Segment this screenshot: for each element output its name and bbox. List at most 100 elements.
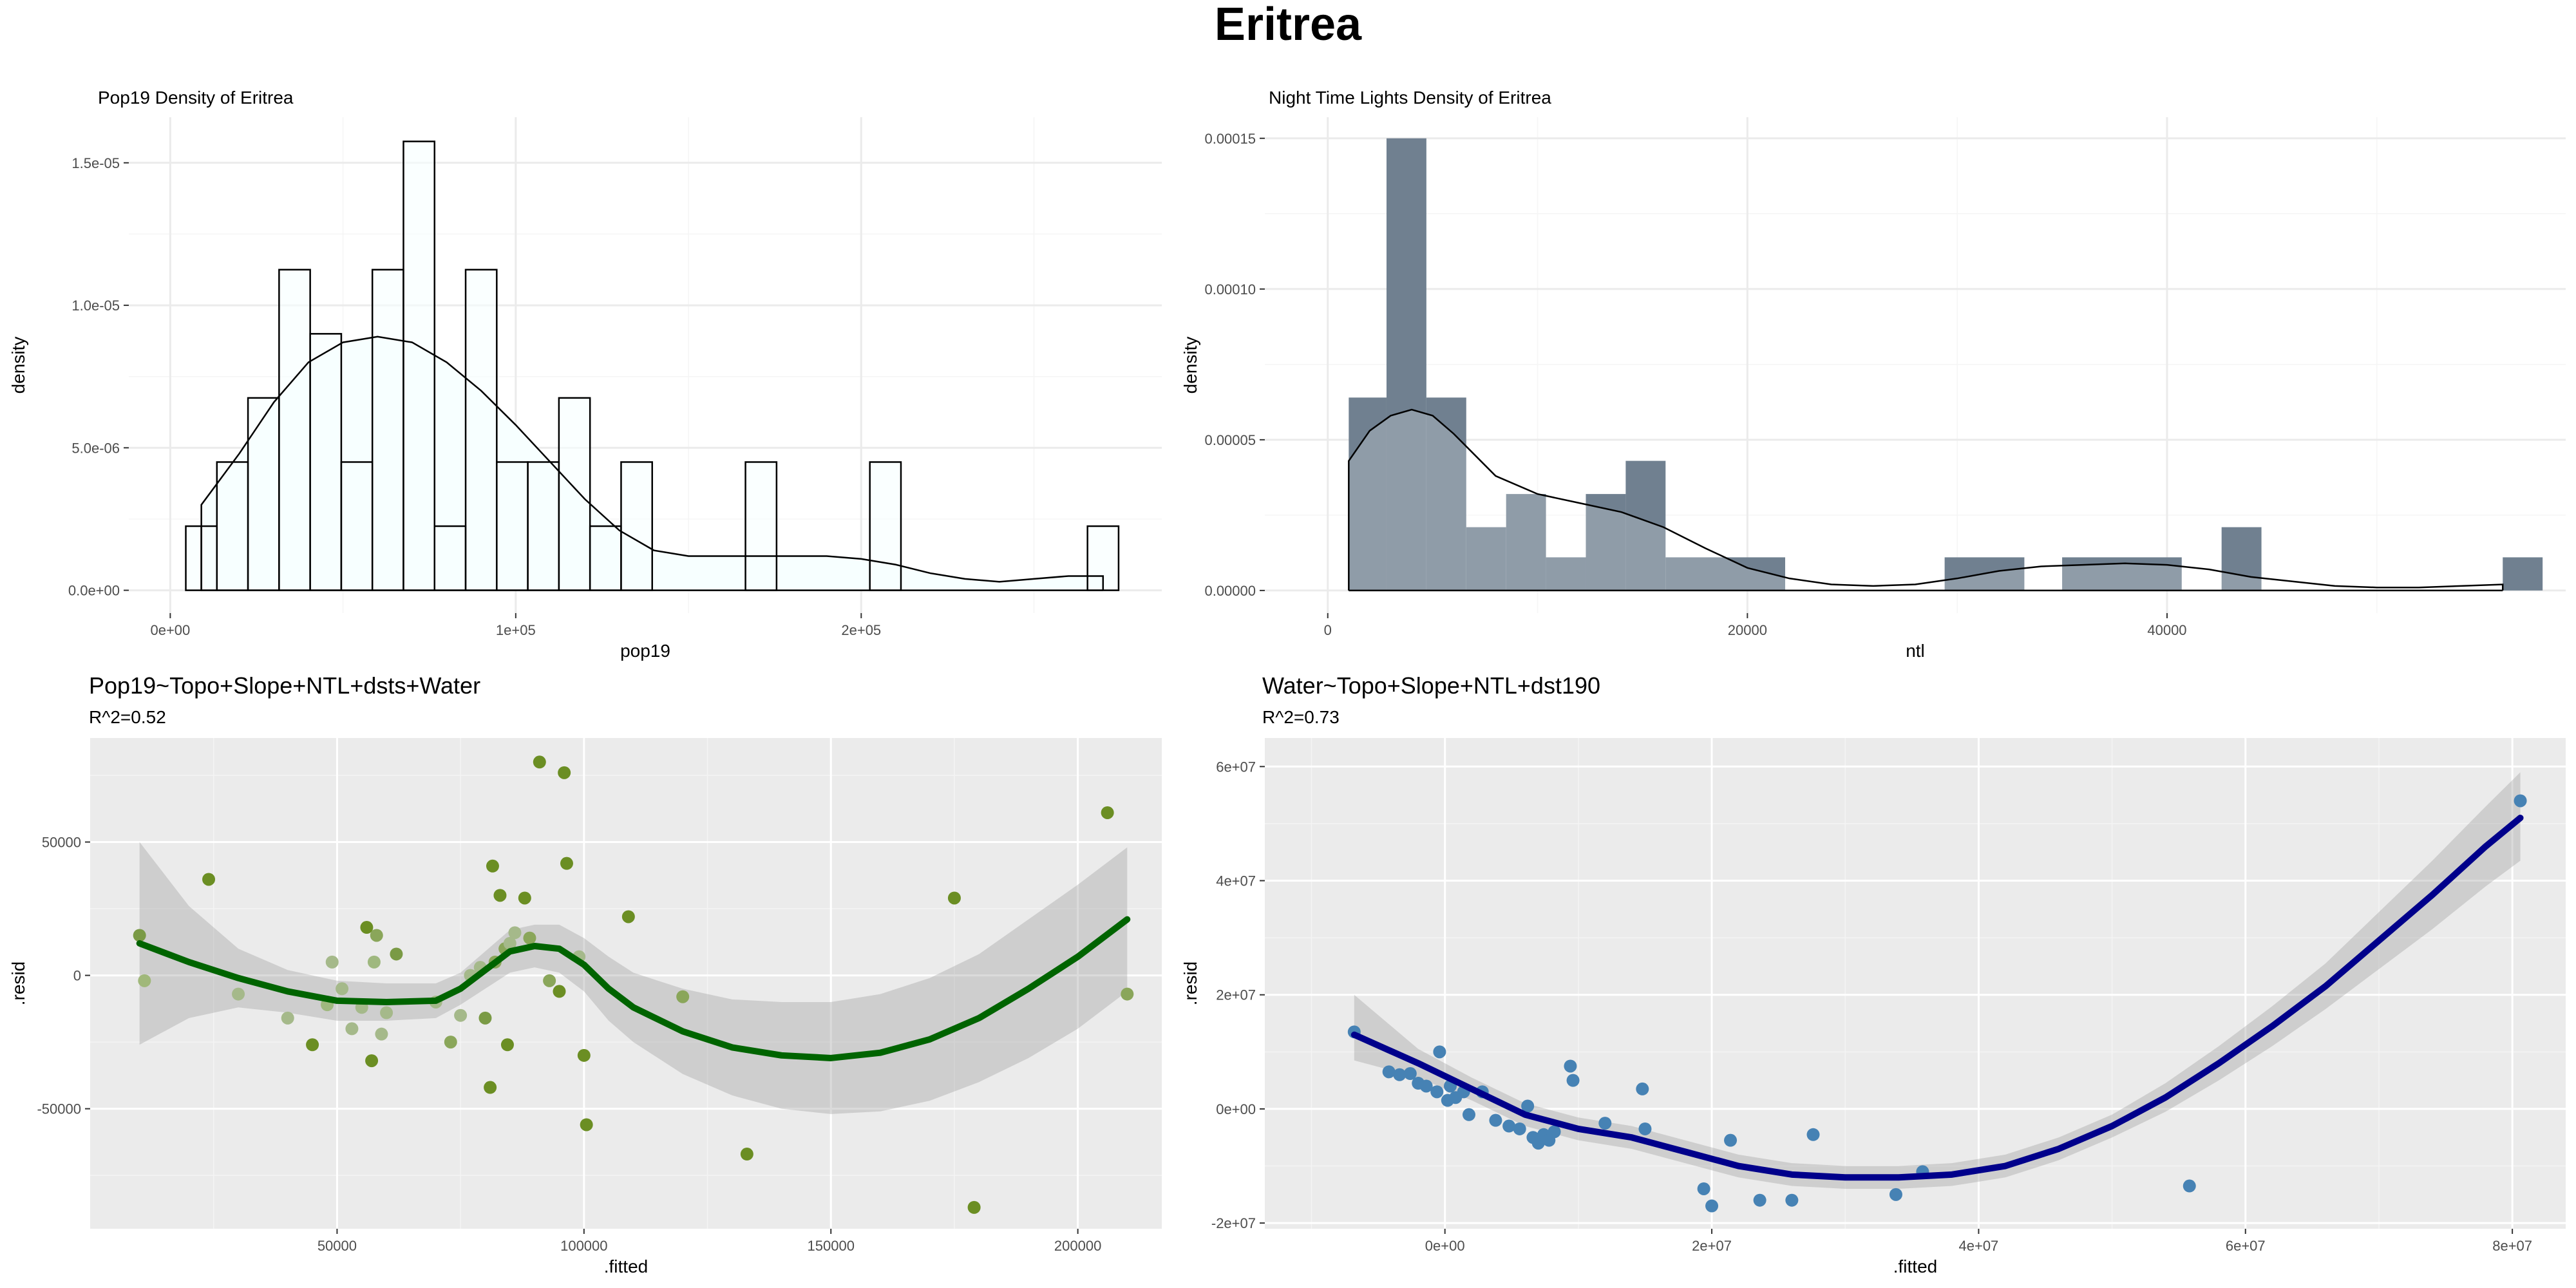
y-tick-label: 0.00000 — [1204, 583, 1256, 599]
scatter-point — [1419, 1079, 1433, 1093]
scatter-point — [1889, 1188, 1902, 1201]
scatter-point — [1430, 1085, 1444, 1099]
scatter-point — [533, 755, 546, 769]
scatter-point — [1513, 1122, 1526, 1135]
scatter-point — [1598, 1117, 1612, 1130]
scatter-point — [1785, 1193, 1799, 1207]
x-tick-label: 2e+07 — [1692, 1238, 1732, 1254]
smooth-line — [136, 916, 1131, 1061]
histogram-bar — [433, 525, 467, 591]
ntl-density-panel: 0 20000 40000 0.00000 0.00005 0.00010 0.00015 n… — [1180, 88, 2566, 661]
scatter-point — [1548, 1125, 1561, 1139]
scatter-point — [1566, 1074, 1580, 1087]
scatter-point — [947, 891, 961, 905]
panel-title: Pop19 Density of Eritrea — [98, 88, 294, 108]
histogram-bar — [309, 333, 343, 591]
y-tick-label: 0.0e+00 — [68, 583, 120, 599]
x-axis-title: ntl — [1906, 641, 1925, 661]
density-curve — [200, 336, 1104, 591]
scatter-point — [1489, 1113, 1502, 1127]
y-axis-title: .resid — [1180, 961, 1200, 1005]
scatter-point — [380, 1006, 393, 1019]
scatter-point — [1564, 1059, 1577, 1073]
y-axis-title: density — [8, 337, 28, 394]
smooth-line — [1350, 815, 2524, 1181]
scatter-point — [2183, 1179, 2196, 1193]
y-tick-label: 5.0e-06 — [71, 440, 120, 456]
scatter-point — [543, 974, 556, 987]
density-curve — [1348, 408, 2504, 591]
scatter-point — [390, 947, 403, 961]
pop19-residual-panel: 50000 100000 150000 200000 -50000 0 50000 .fitt… — [8, 672, 1162, 1276]
panel-title: Water~Topo+Slope+NTL+dst190 — [1262, 672, 1600, 699]
scatter-point — [1638, 1122, 1652, 1135]
panel-subtitle: R^2=0.73 — [1262, 707, 1340, 727]
scatter-point — [367, 955, 381, 969]
scatter-point — [232, 987, 245, 1001]
confidence-band — [139, 842, 1128, 1114]
scatter-point — [503, 936, 516, 950]
scatter-point — [365, 1054, 379, 1068]
x-tick-label: 150000 — [808, 1238, 855, 1254]
scatter-point — [1403, 1066, 1417, 1080]
x-tick-label: 1e+05 — [496, 622, 536, 638]
histogram-bar — [2503, 557, 2543, 591]
water-residual-panel: 0e+00 2e+07 4e+07 6e+07 8e+07 -2e+07 0e+00 2e+0… — [1180, 672, 2566, 1276]
scatter-point — [1753, 1193, 1766, 1207]
scatter-point — [560, 857, 573, 870]
histogram-bar — [278, 269, 311, 591]
scatter-point — [1636, 1082, 1649, 1095]
histogram-bar — [744, 461, 778, 591]
x-tick-label: 100000 — [560, 1238, 607, 1254]
histogram-bar — [1466, 527, 1506, 591]
scatter-point — [1121, 987, 1134, 1001]
scatter-point — [325, 955, 339, 969]
scatter-point — [360, 921, 374, 934]
scatter-point — [370, 929, 383, 942]
scatter-point — [444, 1036, 457, 1049]
histogram-bar — [402, 140, 436, 591]
scatter-point — [306, 1038, 319, 1052]
y-tick-label: 1.0e-05 — [71, 298, 120, 314]
scatter-point — [580, 1118, 593, 1132]
histogram-bar — [558, 397, 591, 591]
panel-title: Pop19~Topo+Slope+NTL+dsts+Water — [89, 672, 480, 699]
scatter-point — [1433, 1045, 1446, 1059]
scatter-point — [1806, 1128, 1820, 1141]
scatter-point — [558, 766, 571, 779]
histogram-bar — [527, 461, 560, 591]
histogram-bar — [247, 397, 280, 591]
y-axis-title: density — [1180, 337, 1200, 394]
scatter-point — [1705, 1199, 1719, 1213]
scatter-point — [1521, 1099, 1535, 1113]
scatter-point — [1382, 1065, 1396, 1079]
scatter-point — [1393, 1068, 1406, 1081]
panel-title: Night Time Lights Density of Eritrea — [1269, 88, 1551, 108]
scatter-point — [621, 910, 635, 923]
histogram-bar — [464, 269, 498, 591]
y-axis-title: .resid — [8, 961, 28, 1005]
scatter-point — [484, 1081, 497, 1094]
histogram-bar — [589, 525, 622, 591]
scatter-point — [1101, 806, 1114, 819]
x-tick-label: 8e+07 — [2492, 1238, 2532, 1254]
density-area — [1349, 410, 2503, 591]
plot-background — [1265, 738, 2566, 1229]
histogram-bar — [2221, 527, 2262, 591]
page-title: Eritrea — [1214, 0, 1362, 50]
x-tick-label: 4e+07 — [1959, 1238, 1999, 1254]
scatter-point — [1462, 1108, 1475, 1121]
y-tick-label: 0 — [73, 968, 81, 984]
y-tick-label: 0.00005 — [1204, 432, 1256, 448]
y-tick-label: 2e+07 — [1216, 987, 1256, 1003]
scatter-point — [345, 1022, 359, 1036]
histogram-bar — [620, 461, 653, 591]
histogram-bar — [185, 525, 202, 591]
panel-subtitle: R^2=0.52 — [89, 707, 166, 727]
x-tick-label: 0 — [1324, 622, 1332, 638]
x-tick-label: 40000 — [2147, 622, 2186, 638]
y-tick-label: 0.00015 — [1204, 131, 1256, 147]
x-tick-label: 2e+05 — [841, 622, 881, 638]
scatter-point — [454, 1009, 468, 1022]
pop19-density-panel: 0e+00 1e+05 2e+05 0.0e+00 5.0e-06 1.0e-05 1.5e… — [8, 88, 1162, 661]
